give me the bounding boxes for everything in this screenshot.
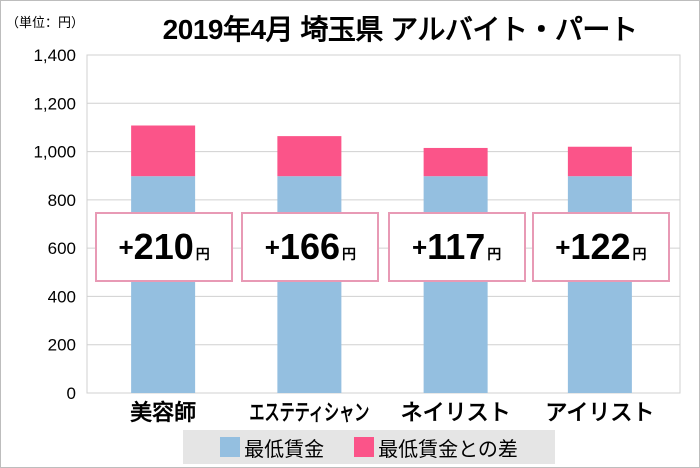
- sign: +: [411, 231, 428, 262]
- difference-value: 122: [570, 226, 631, 267]
- sign: +: [118, 231, 134, 262]
- bar-segment: [567, 146, 632, 177]
- legend-swatch: [354, 437, 375, 457]
- x-tick-label: アイリスト: [545, 400, 654, 425]
- bar-segment: [131, 176, 196, 393]
- yen-unit: 円: [487, 246, 502, 262]
- chart-title: 2019年4月 埼玉県 アルバイト・パート: [162, 14, 638, 45]
- x-tick-label: 美容師: [130, 400, 196, 425]
- bar-segment: [567, 176, 632, 393]
- x-tick-label: エステティシャン: [249, 400, 369, 425]
- legend-item: 最低賃金との差: [354, 433, 518, 462]
- bar-segment: [423, 176, 488, 393]
- bar-segment: [131, 125, 196, 177]
- bar-segment: [277, 136, 342, 177]
- legend-label: 最低賃金との差: [378, 438, 518, 461]
- difference-label: +122 円: [531, 212, 670, 282]
- y-tick-label: 1,200: [33, 94, 76, 113]
- difference-label: +166 円: [241, 212, 380, 282]
- difference-value: 166: [279, 226, 340, 267]
- yen-unit: 円: [342, 246, 356, 262]
- bar-segment: [423, 147, 488, 177]
- legend-label: 最低賃金: [244, 438, 325, 461]
- x-tick-label: ネイリスト: [401, 400, 511, 425]
- difference-value: 210: [133, 226, 194, 267]
- difference-value: 117: [427, 226, 486, 267]
- y-tick-label: 1,000: [33, 143, 76, 162]
- difference-label: +210 円: [95, 212, 234, 282]
- unit-label: （単位：円）: [6, 15, 85, 30]
- y-tick-label: 1,400: [33, 46, 76, 65]
- yen-unit: 円: [632, 246, 647, 262]
- y-tick-label: 0: [67, 384, 76, 403]
- y-tick-label: 400: [48, 287, 76, 306]
- legend: 最低賃金 最低賃金との差: [183, 430, 555, 464]
- y-tick-label: 800: [48, 191, 76, 210]
- y-tick-label: 600: [48, 239, 76, 258]
- legend-item: 最低賃金: [220, 433, 324, 462]
- yen-unit: 円: [195, 246, 210, 262]
- sign: +: [555, 231, 571, 262]
- legend-swatch: [220, 437, 241, 457]
- difference-label: +117 円: [387, 212, 526, 282]
- sign: +: [264, 231, 280, 262]
- y-tick-label: 200: [48, 336, 76, 355]
- bar-segment: [277, 176, 342, 393]
